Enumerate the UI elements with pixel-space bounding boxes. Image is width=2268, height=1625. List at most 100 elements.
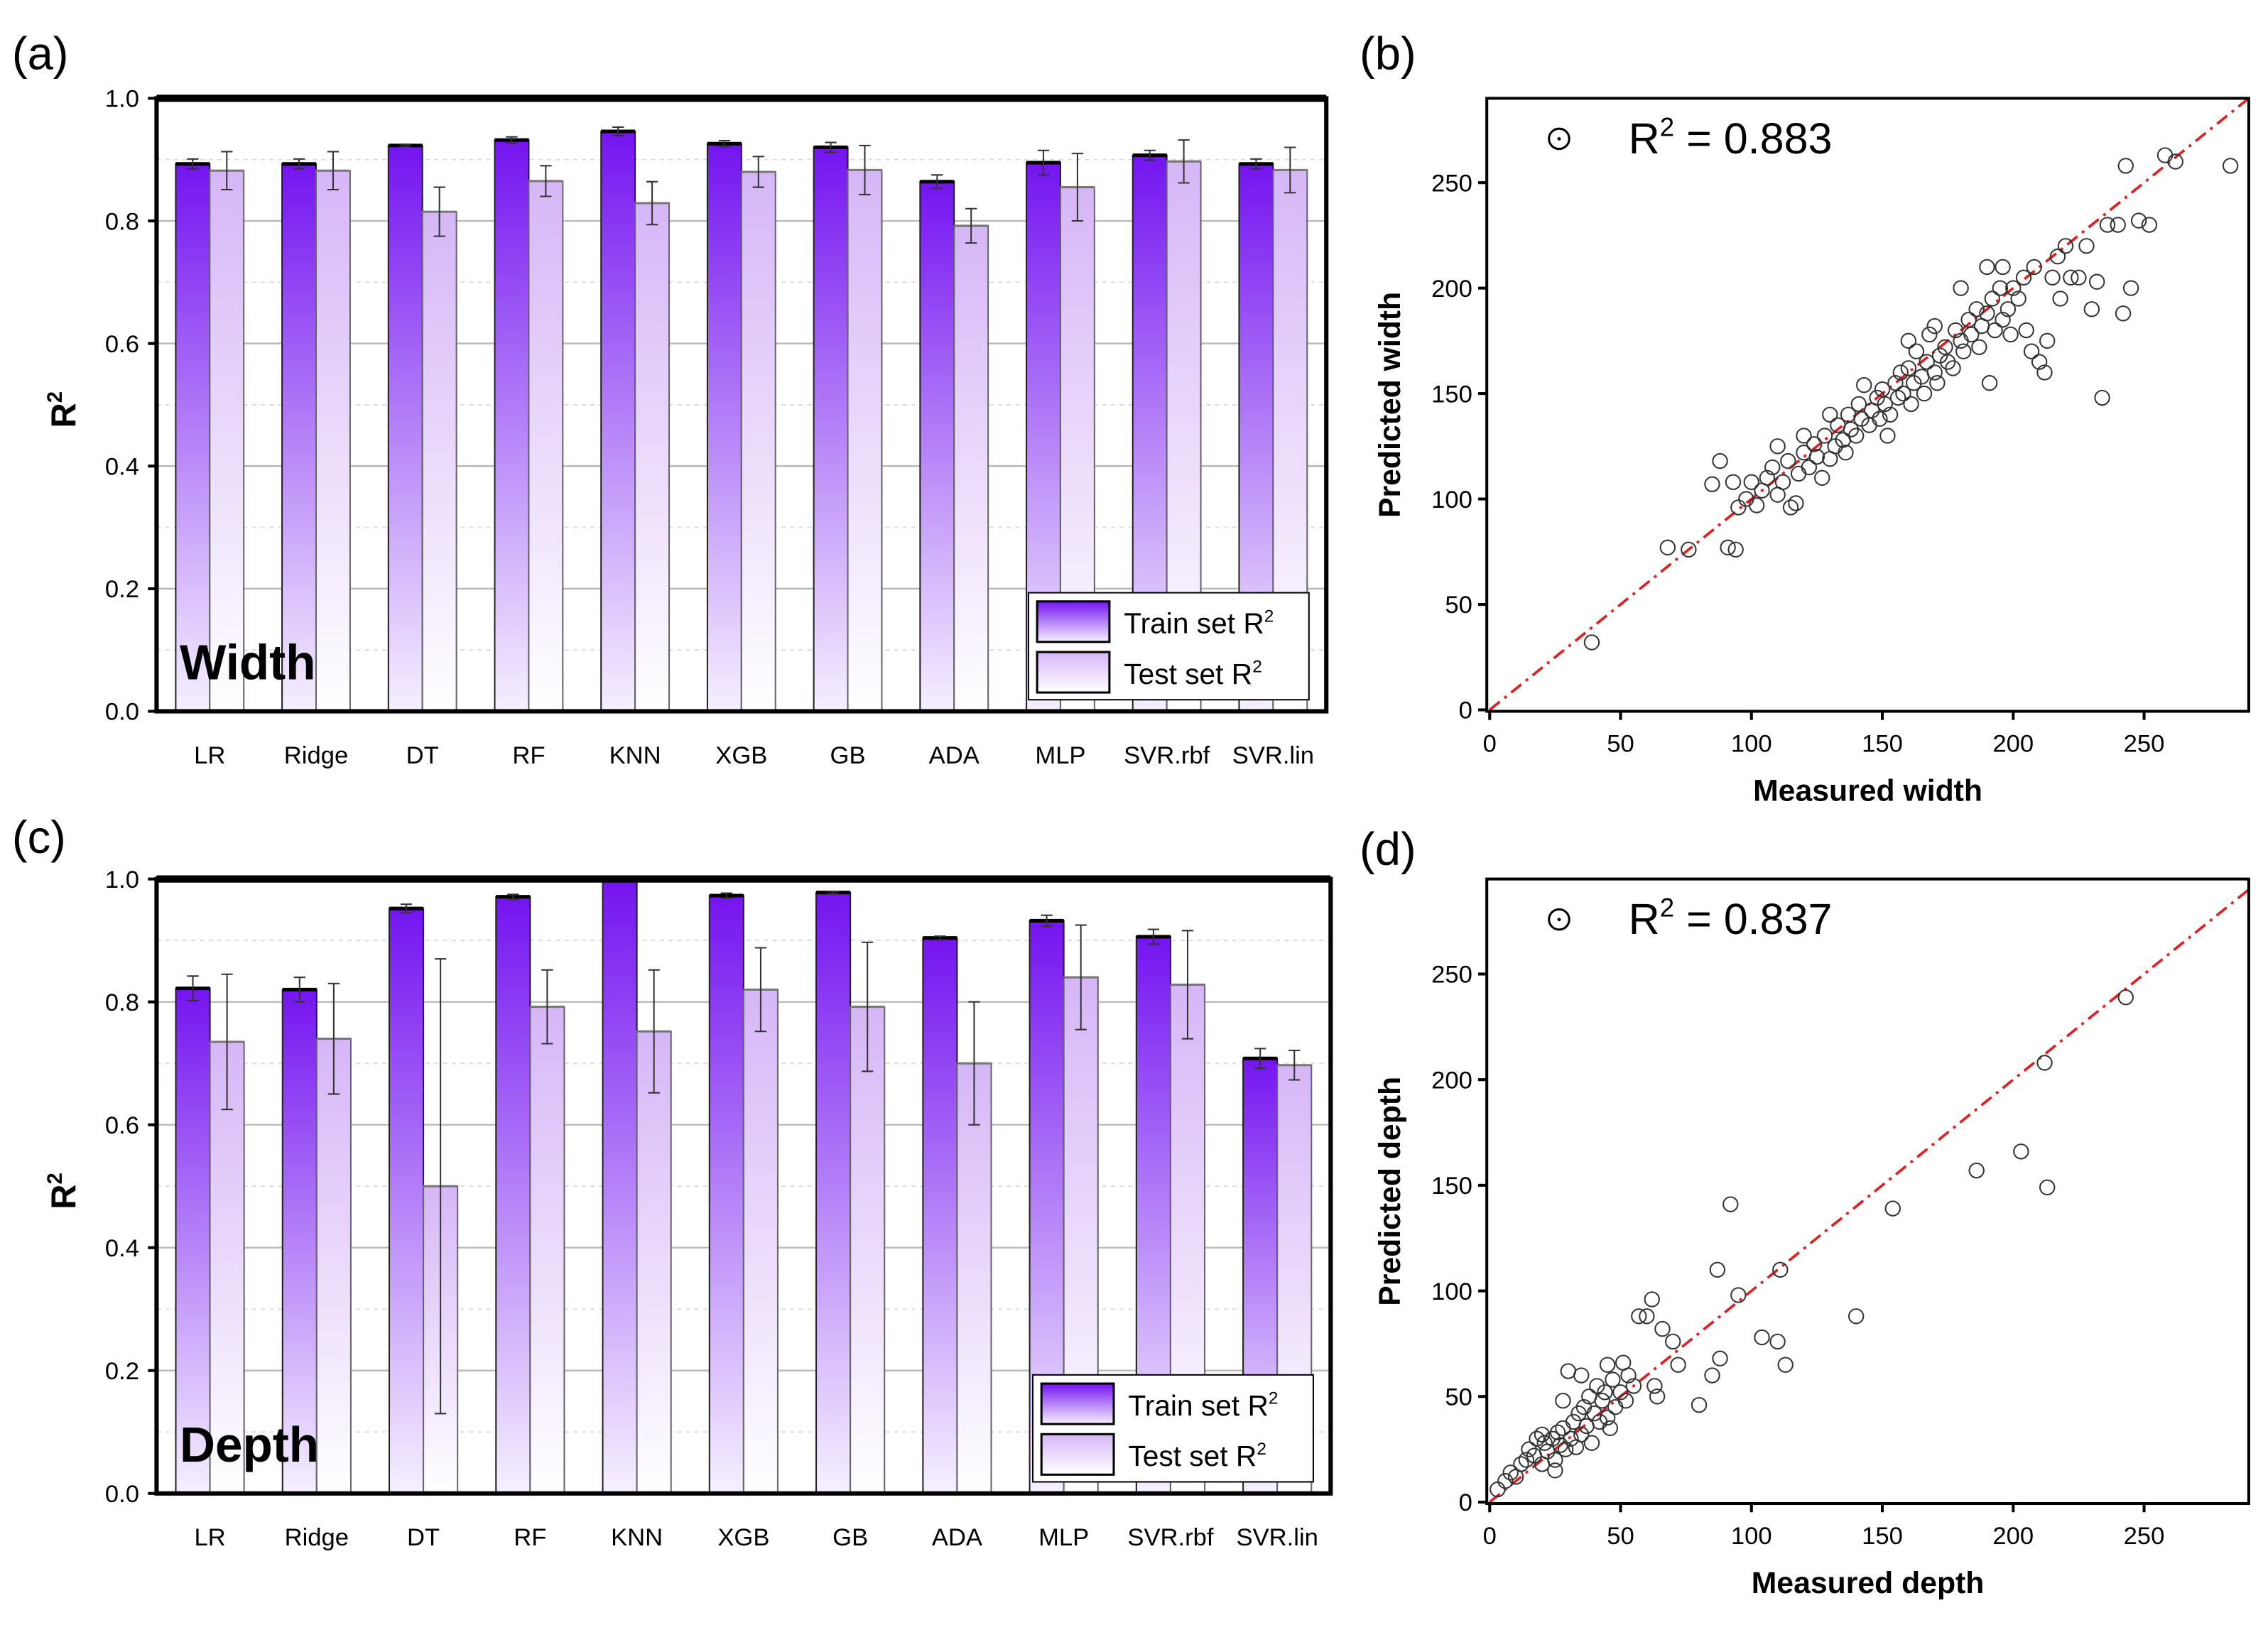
data-point: [1995, 311, 2011, 328]
x-tick-label: MLP: [1035, 742, 1085, 769]
y-tick-label: 0: [1459, 1489, 1472, 1516]
data-point: [2071, 269, 2087, 286]
data-point: [1670, 1357, 1686, 1373]
train-bar: [602, 878, 638, 1494]
panel-label-c: (c): [12, 811, 66, 863]
train-bar: [919, 180, 955, 712]
x-tick-label: 0: [1483, 731, 1497, 758]
data-point: [1814, 469, 1830, 487]
data-point: [1725, 474, 1742, 491]
data-point: [1709, 1261, 1726, 1278]
legend-swatch-train: [1040, 1382, 1115, 1425]
data-point: [2049, 248, 2066, 265]
data-point: [2013, 1143, 2029, 1160]
data-point: [1583, 634, 1600, 651]
data-point: [1557, 1441, 1574, 1457]
legend-label-test: Test set R2: [1124, 658, 1262, 690]
data-point: [1563, 1430, 1579, 1447]
bar-chart-width: 0.0 0.2 0.4 0.6 0.8 1.0 LR Ridge DT RF KNN XGB GB ADA…: [43, 86, 1329, 769]
x-tick-label: SVR.rbf: [1124, 742, 1210, 769]
test-bar: [634, 202, 671, 712]
data-point: [1602, 1420, 1618, 1437]
x-tick-label: MLP: [1038, 1524, 1089, 1551]
data-point: [1995, 259, 2011, 276]
test-bar: [850, 1006, 886, 1494]
y-tick-label: 50: [1445, 1384, 1472, 1411]
data-point: [1879, 428, 1896, 444]
data-point: [1646, 1378, 1663, 1394]
x-tick-label: ADA: [929, 742, 980, 769]
data-point: [2089, 273, 2105, 290]
data-point: [1691, 1396, 1708, 1413]
data-point: [1555, 1393, 1571, 1409]
data-point: [1955, 343, 1972, 359]
data-point: [1874, 381, 1891, 398]
train-bar: [387, 144, 423, 712]
data-point: [1560, 1363, 1577, 1379]
data-point: [2099, 217, 2116, 233]
y-tick-label: 150: [1431, 1173, 1472, 1200]
panel-label-b: (b): [1360, 28, 1416, 80]
train-bar: [922, 937, 958, 1494]
data-point: [1547, 1452, 1563, 1468]
test-bar: [847, 169, 883, 712]
data-point: [1704, 1367, 1720, 1384]
y-tick-label: 1.0: [105, 866, 139, 893]
data-point: [1908, 343, 1925, 359]
data-point: [1583, 1435, 1600, 1451]
data-point: [1877, 396, 1893, 413]
data-point: [1848, 1308, 1865, 1325]
data-point: [1945, 360, 1961, 376]
data-point: [1900, 360, 1917, 376]
panel-label-a: (a): [12, 28, 69, 80]
x-tick-label: 250: [2124, 1523, 2165, 1550]
data-point: [1769, 438, 1786, 455]
data-point: [1743, 474, 1759, 491]
data-point: [2167, 153, 2183, 170]
data-point: [1960, 311, 1977, 328]
test-bar: [953, 224, 989, 712]
y-tick-label: 250: [1431, 962, 1472, 989]
test-bar: [742, 989, 778, 1494]
x-tick-label: SVR.lin: [1237, 1524, 1318, 1551]
test-bar: [315, 1038, 352, 1494]
data-point: [1796, 445, 1812, 461]
x-tick-label: KNN: [609, 742, 661, 769]
data-point: [1777, 1357, 1794, 1373]
plot-frame: [1485, 877, 2250, 1506]
x-tick-label: 150: [1862, 1523, 1903, 1550]
data-point: [2015, 269, 2032, 286]
data-point: [2078, 238, 2095, 254]
data-point: [1850, 396, 1867, 413]
data-point: [1968, 1162, 1985, 1179]
data-point: [1654, 1320, 1671, 1337]
x-tick-label: 100: [1731, 731, 1772, 758]
data-point: [1513, 1456, 1529, 1472]
data-point: [1712, 1350, 1728, 1366]
data-point: [2110, 217, 2126, 233]
data-point: [1565, 1413, 1582, 1430]
data-point: [2023, 343, 2040, 359]
data-point: [1889, 389, 1906, 406]
data-point: [1790, 465, 1807, 482]
data-point: [2083, 301, 2100, 317]
y-tick-label: 0: [1459, 697, 1472, 724]
data-point: [1625, 1378, 1642, 1394]
x-tick-label: SVR.lin: [1232, 742, 1314, 769]
y-tick-label: 0.8: [105, 989, 139, 1016]
data-point: [2141, 217, 2158, 233]
data-point: [2031, 354, 2048, 370]
data-point: [1782, 499, 1799, 516]
legend-marker-dot: [1557, 918, 1561, 922]
x-tick-label: XGB: [715, 742, 767, 769]
data-point: [1801, 459, 1818, 476]
data-point: [1764, 459, 1781, 476]
data-point: [2057, 238, 2074, 254]
test-bar: [740, 170, 776, 712]
data-point: [1968, 301, 1985, 317]
y-tick-label: 0.2: [105, 1358, 139, 1385]
x-tick-label: DT: [406, 742, 439, 769]
data-point: [1649, 1388, 1666, 1405]
data-point: [1607, 1398, 1624, 1415]
y-tick-label: 100: [1431, 1278, 1472, 1305]
